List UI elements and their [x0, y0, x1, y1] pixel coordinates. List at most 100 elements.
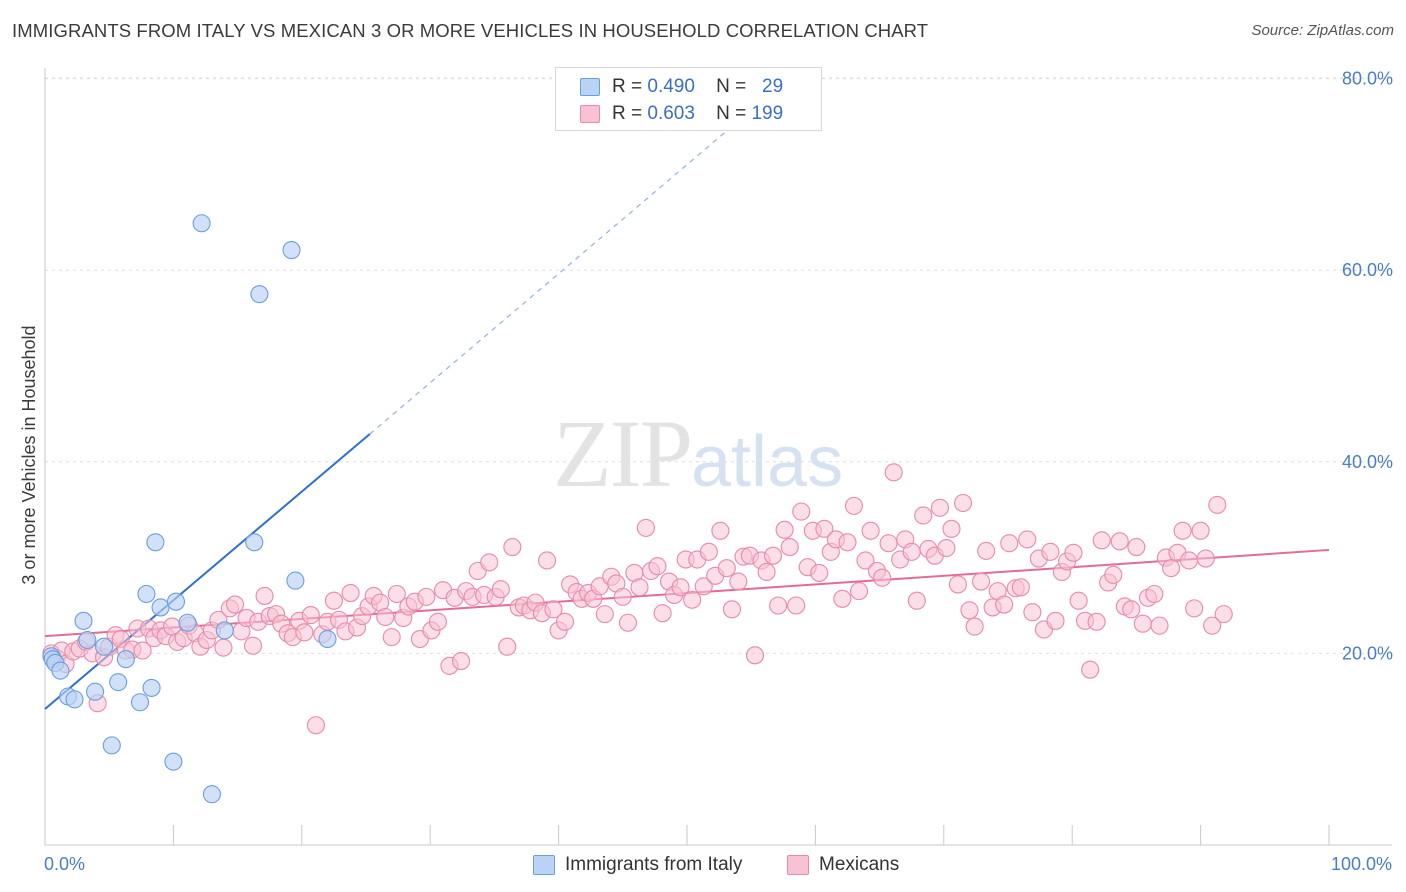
mexicans-point	[306, 716, 325, 735]
mexicans-point	[1064, 543, 1083, 562]
mexicans-point	[769, 596, 788, 615]
mexicans-point	[914, 506, 933, 525]
italy-swatch	[580, 78, 600, 96]
mexicans-point	[1087, 612, 1106, 631]
italy-legend-swatch	[533, 855, 555, 875]
axes	[44, 68, 1392, 846]
mexicans-point	[1110, 532, 1129, 551]
mexicans-point	[1011, 578, 1030, 597]
mexicans-point	[1196, 549, 1215, 568]
mexicans-point	[1081, 660, 1100, 679]
mexicans-point	[595, 605, 614, 624]
correlation-legend: R = 0.490 N = 29 R = 0.603 N = 199	[555, 67, 822, 131]
mexicans-point	[537, 551, 557, 570]
y-tick-label-60: 60.0%	[1342, 260, 1393, 280]
italy-point	[286, 571, 305, 590]
mexicans-point	[618, 613, 637, 632]
mexicans-point	[1018, 530, 1037, 549]
legend-r-label: R =	[612, 76, 643, 97]
mexicans-point	[815, 519, 834, 538]
mexicans-point	[480, 553, 499, 572]
mexicans-point	[387, 584, 406, 604]
mexicans-point	[1179, 551, 1199, 570]
mexicans-point	[630, 578, 649, 597]
mexicans-point	[746, 646, 765, 665]
mexicans-point	[376, 607, 395, 627]
legend-n-value-italy: 29	[762, 76, 784, 97]
mexicans-point	[382, 628, 401, 647]
mexicans-point	[1104, 565, 1123, 584]
mexicans-point	[907, 591, 926, 610]
mexicans-point	[417, 587, 436, 606]
mexicans-point	[856, 551, 875, 570]
mexicans-point	[833, 589, 852, 608]
italy-point	[116, 650, 135, 669]
legend-row-italy: R = 0.490 N = 29	[580, 75, 783, 99]
mexicans-point	[1023, 603, 1042, 622]
mexicans-point	[1092, 531, 1111, 550]
mexicans-point	[225, 595, 245, 614]
mexicans-point	[503, 538, 522, 557]
italy-points	[42, 214, 337, 804]
mexicans-point	[1208, 495, 1227, 514]
mexicans-point	[1173, 521, 1192, 540]
y-tick-labels: 20.0% 40.0% 60.0% 80.0%	[1342, 69, 1393, 664]
italy-point	[109, 673, 128, 692]
italy-point	[102, 736, 121, 755]
legend-r-value-italy: 0.490	[647, 76, 695, 97]
y-tick-label-40: 40.0%	[1342, 452, 1393, 472]
chart-title: IMMIGRANTS FROM ITALY VS MEXICAN 3 OR MO…	[12, 20, 929, 41]
mexicans-point	[930, 498, 949, 517]
mexicans-point	[255, 586, 274, 605]
mexicans-point	[810, 563, 829, 582]
x-tick-marks	[172, 825, 1330, 845]
italy-point	[146, 533, 165, 552]
mexicans-point	[850, 582, 869, 601]
mexicans-point	[1214, 605, 1233, 624]
mexicans-point	[763, 546, 783, 565]
mexicans-point	[971, 572, 991, 591]
italy-point	[65, 690, 84, 709]
italy-trend-line	[44, 433, 371, 710]
y-tick-label-80: 80.0%	[1342, 69, 1393, 89]
italy-point	[250, 285, 269, 304]
mexicans-point	[838, 533, 857, 552]
italy-point	[130, 693, 150, 712]
mexicans-point	[544, 600, 563, 619]
mexicans-point	[722, 600, 741, 619]
mexicans-point	[683, 590, 702, 609]
mexicans-point	[613, 587, 632, 606]
mexicans-point	[775, 520, 794, 539]
mexicans-point	[995, 595, 1014, 614]
mexicans-point	[451, 652, 471, 671]
mexicans-legend-swatch	[787, 855, 809, 875]
mexicans-point	[1185, 599, 1204, 618]
italy-point	[202, 785, 221, 804]
italy-point	[86, 682, 105, 701]
legend-item-mexicans[interactable]: Mexicans	[787, 852, 899, 878]
mexicans-point	[301, 606, 320, 625]
italy-point	[78, 630, 97, 650]
mexicans-point	[879, 534, 898, 553]
mexicans-point	[792, 502, 811, 521]
legend-n-label: N =	[716, 103, 747, 124]
mexicans-point	[428, 612, 447, 631]
mexicans-point	[757, 562, 776, 582]
italy-point	[282, 241, 301, 260]
mexicans-point	[1203, 616, 1222, 635]
italy-point	[166, 592, 186, 611]
x-tick-label-min: 0.0%	[44, 854, 85, 874]
mexicans-point	[1191, 521, 1210, 540]
mexicans-point	[711, 521, 730, 540]
legend-item-italy[interactable]: Immigrants from Italy	[533, 852, 742, 878]
legend-label-italy: Immigrants from Italy	[565, 854, 743, 875]
mexicans-point	[861, 521, 880, 540]
source-credit: Source: ZipAtlas.com	[1251, 22, 1394, 39]
legend-n-value-mexicans: 199	[751, 103, 784, 124]
mexicans-points	[42, 463, 1233, 735]
mexicans-point	[1122, 600, 1141, 619]
italy-point	[95, 637, 114, 656]
mexicans-point	[717, 559, 736, 578]
mexicans-point	[884, 463, 903, 482]
